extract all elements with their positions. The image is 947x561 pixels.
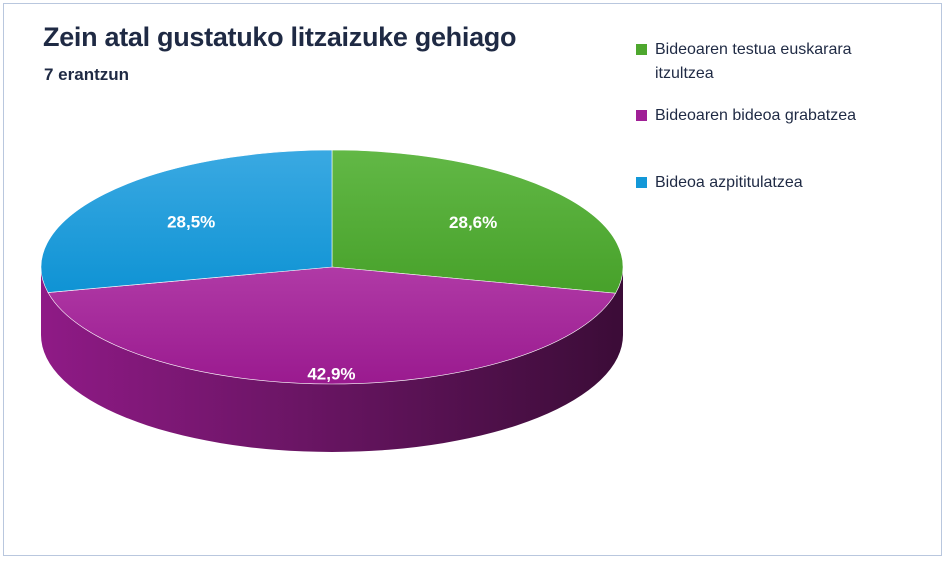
data-label: 28,6% <box>449 213 497 232</box>
pie-slice-record <box>47 266 617 385</box>
chart-title: Zein atal gustatuko litzaizuke gehiago <box>43 22 517 52</box>
legend-item-record: Bideoaren bideoa grabatzea <box>636 104 905 128</box>
legend-swatch-green <box>636 44 647 55</box>
data-label: 28,5% <box>167 213 215 232</box>
legend-swatch-purple <box>636 110 647 121</box>
legend-label: Bideoaren testua euskarara itzultzea <box>655 41 852 82</box>
pie-side-wall <box>41 267 623 452</box>
data-label: 42,9% <box>307 365 355 384</box>
chart-subtitle: 7 erantzun <box>44 65 130 84</box>
pie-slices <box>40 149 624 385</box>
pie-side-purple <box>41 267 623 452</box>
legend-item-translate: Bideoaren testua euskarara itzultzea <box>636 38 905 86</box>
legend-item-subtitle: Bideoa azpititulatzea <box>636 171 905 195</box>
legend-label: Bideoaren bideoa grabatzea <box>655 107 857 124</box>
legend-label: Bideoa azpititulatzea <box>655 174 803 191</box>
legend-swatch-blue <box>636 177 647 188</box>
pie-slice-subtitle <box>40 149 333 293</box>
pie-data-labels: 28,6% 42,9% 28,5% <box>167 213 497 384</box>
pie-slice-translate <box>331 149 624 294</box>
